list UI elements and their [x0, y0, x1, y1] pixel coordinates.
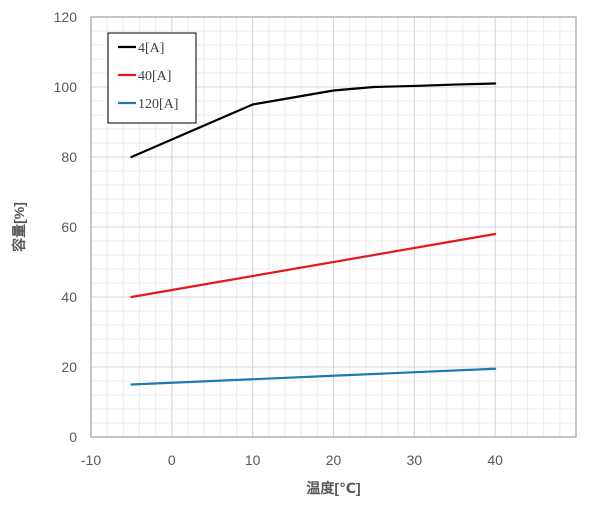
- legend: 4[A] 40[A] 120[A]: [107, 32, 197, 124]
- y-tick-label: 120: [54, 9, 78, 25]
- legend-label: 40[A]: [138, 69, 171, 84]
- y-tick-label: 40: [61, 289, 77, 305]
- series-line-2: [130, 232, 497, 299]
- legend-label: 4[A]: [138, 41, 164, 56]
- y-tick-label: 20: [61, 359, 77, 375]
- y-axis-title: 容量[%]: [11, 202, 27, 253]
- series-line-1: [130, 82, 497, 159]
- x-tick-label: 0: [168, 452, 176, 468]
- legend-label: 120[A]: [138, 97, 178, 112]
- series-layer: [130, 82, 497, 386]
- plot-area-frame: [90, 16, 577, 438]
- x-tick-label: 10: [245, 452, 261, 468]
- series-line-3: [130, 367, 497, 386]
- x-tick-label: 30: [407, 452, 423, 468]
- y-tick-label: 80: [61, 149, 77, 165]
- y-tick-label: 100: [54, 79, 78, 95]
- x-tick-label: 40: [487, 452, 503, 468]
- y-tick-label: 60: [61, 219, 77, 235]
- x-tick-label: 20: [326, 452, 342, 468]
- x-axis-title: 温度[℃]: [306, 480, 360, 496]
- x-tick-label: -10: [81, 452, 101, 468]
- y-tick-label: 0: [69, 429, 77, 445]
- y-axis-tick-labels: 0 20 40 60 80 100 120: [54, 9, 78, 445]
- x-axis-tick-labels: -10 0 10 20 30 40: [81, 452, 503, 468]
